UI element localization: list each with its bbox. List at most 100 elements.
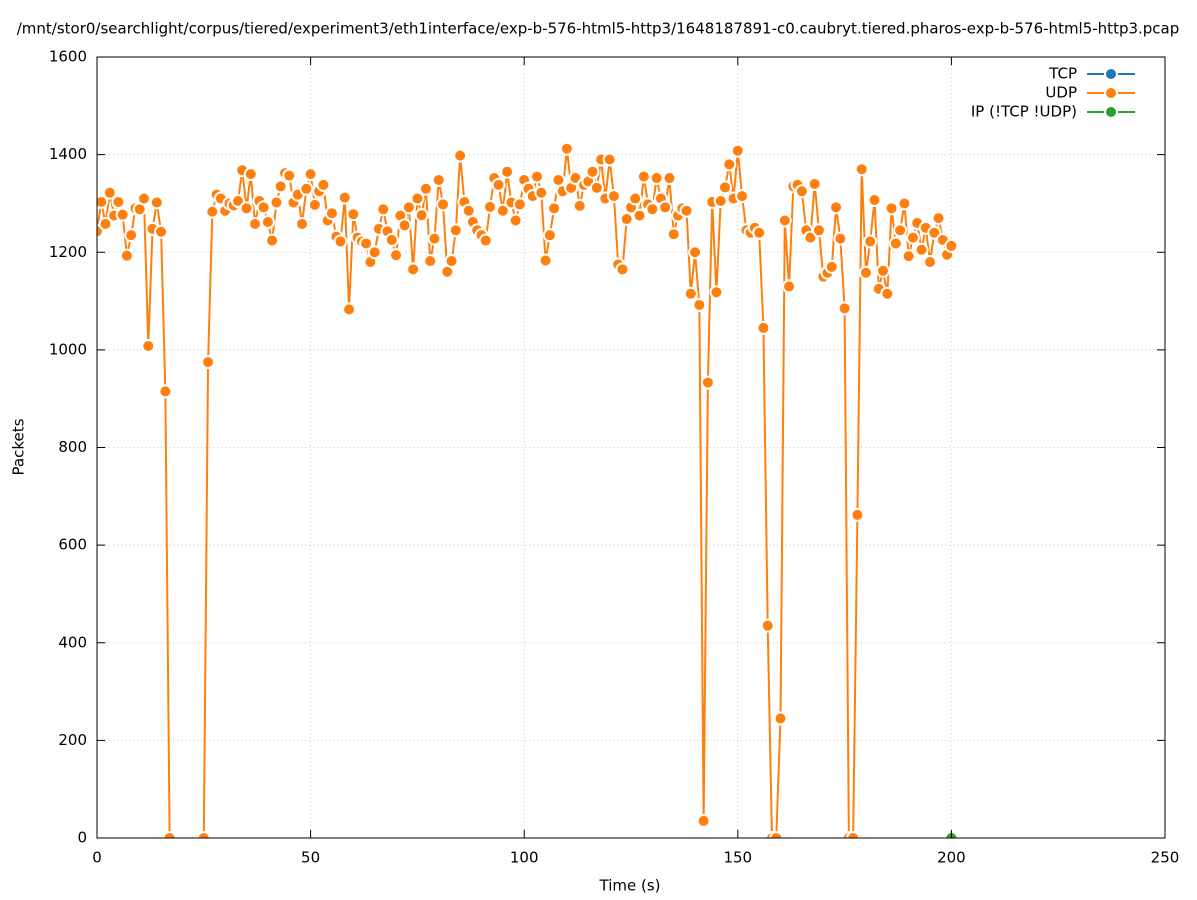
x-tick-label: 0: [92, 849, 102, 867]
data-point: [649, 171, 664, 186]
data-point: [683, 286, 698, 301]
data-point: [491, 177, 506, 192]
data-point: [346, 207, 361, 222]
data-point: [111, 194, 126, 209]
y-tick-label: 600: [58, 536, 87, 554]
data-point: [512, 197, 527, 212]
data-point: [944, 238, 959, 253]
y-axis-label: Packets: [10, 418, 28, 475]
x-tick-label: 200: [937, 849, 966, 867]
data-point: [777, 213, 792, 228]
y-tick-label: 800: [58, 438, 87, 456]
plot-area: [97, 141, 959, 838]
data-point: [384, 233, 399, 248]
data-point: [97, 194, 109, 209]
data-point: [98, 216, 113, 231]
data-point: [414, 208, 429, 223]
data-point: [423, 254, 438, 269]
data-point: [359, 236, 374, 251]
chart-title: /mnt/stor0/searchlight/corpus/tiered/exp…: [17, 20, 1180, 38]
data-point: [367, 245, 382, 260]
data-point: [333, 234, 348, 249]
data-point: [115, 207, 130, 222]
data-point: [196, 831, 211, 838]
legend-marker: [1104, 105, 1118, 119]
data-point: [410, 191, 425, 206]
data-point: [483, 199, 498, 214]
data-point: [923, 255, 938, 270]
data-point: [931, 211, 946, 226]
data-point: [453, 148, 468, 163]
data-point: [658, 200, 673, 215]
data-point: [585, 164, 600, 179]
data-point: [854, 162, 869, 177]
data-point: [876, 263, 891, 278]
data-point: [389, 248, 404, 263]
data-point: [201, 355, 216, 370]
data-point: [337, 190, 352, 205]
data-point: [303, 167, 318, 182]
data-point: [162, 831, 177, 838]
y-tick-label: 0: [77, 829, 87, 847]
data-point: [436, 197, 451, 212]
data-point: [448, 223, 463, 238]
data-point: [905, 230, 920, 245]
data-point: [833, 231, 848, 246]
data-point: [495, 203, 510, 218]
data-point: [782, 279, 797, 294]
data-point: [803, 230, 818, 245]
data-point: [124, 228, 139, 243]
data-point: [299, 181, 314, 196]
data-point: [824, 259, 839, 274]
data-point: [863, 234, 878, 249]
data-point: [102, 185, 117, 200]
data-point: [547, 201, 562, 216]
data-point: [307, 197, 322, 212]
data-point: [811, 223, 826, 238]
data-point: [559, 141, 574, 156]
data-point: [846, 831, 861, 838]
data-point: [888, 236, 903, 251]
data-point: [260, 214, 275, 229]
data-point: [342, 302, 357, 317]
data-point: [205, 204, 220, 219]
data-point: [500, 164, 515, 179]
data-point: [461, 203, 476, 218]
data-point: [769, 831, 784, 838]
data-point: [530, 169, 545, 184]
data-point: [666, 227, 681, 242]
data-point: [688, 245, 703, 260]
data-point: [735, 189, 750, 204]
data-point: [154, 224, 169, 239]
data-point: [538, 253, 553, 268]
data-point: [324, 206, 339, 221]
data-point: [619, 212, 634, 227]
data-point: [418, 181, 433, 196]
data-point: [572, 198, 587, 213]
x-tick-label: 100: [510, 849, 539, 867]
data-point: [692, 297, 707, 312]
data-point: [534, 185, 549, 200]
data-point: [730, 143, 745, 158]
y-tick-label: 1600: [49, 48, 87, 66]
data-point: [632, 208, 647, 223]
data-point: [551, 173, 566, 188]
data-point: [243, 167, 258, 182]
data-point: [858, 265, 873, 280]
data-point: [248, 216, 263, 231]
legend-marker: [1104, 67, 1118, 81]
data-point: [829, 200, 844, 215]
data-point: [295, 216, 310, 231]
data-point: [149, 195, 164, 210]
data-point: [897, 196, 912, 211]
data-point: [850, 507, 865, 522]
data-point: [406, 262, 421, 277]
data-point: [662, 171, 677, 186]
data-point: [615, 262, 630, 277]
data-point: [717, 180, 732, 195]
y-tick-label: 1400: [49, 145, 87, 163]
data-point: [316, 177, 331, 192]
data-point: [508, 213, 523, 228]
